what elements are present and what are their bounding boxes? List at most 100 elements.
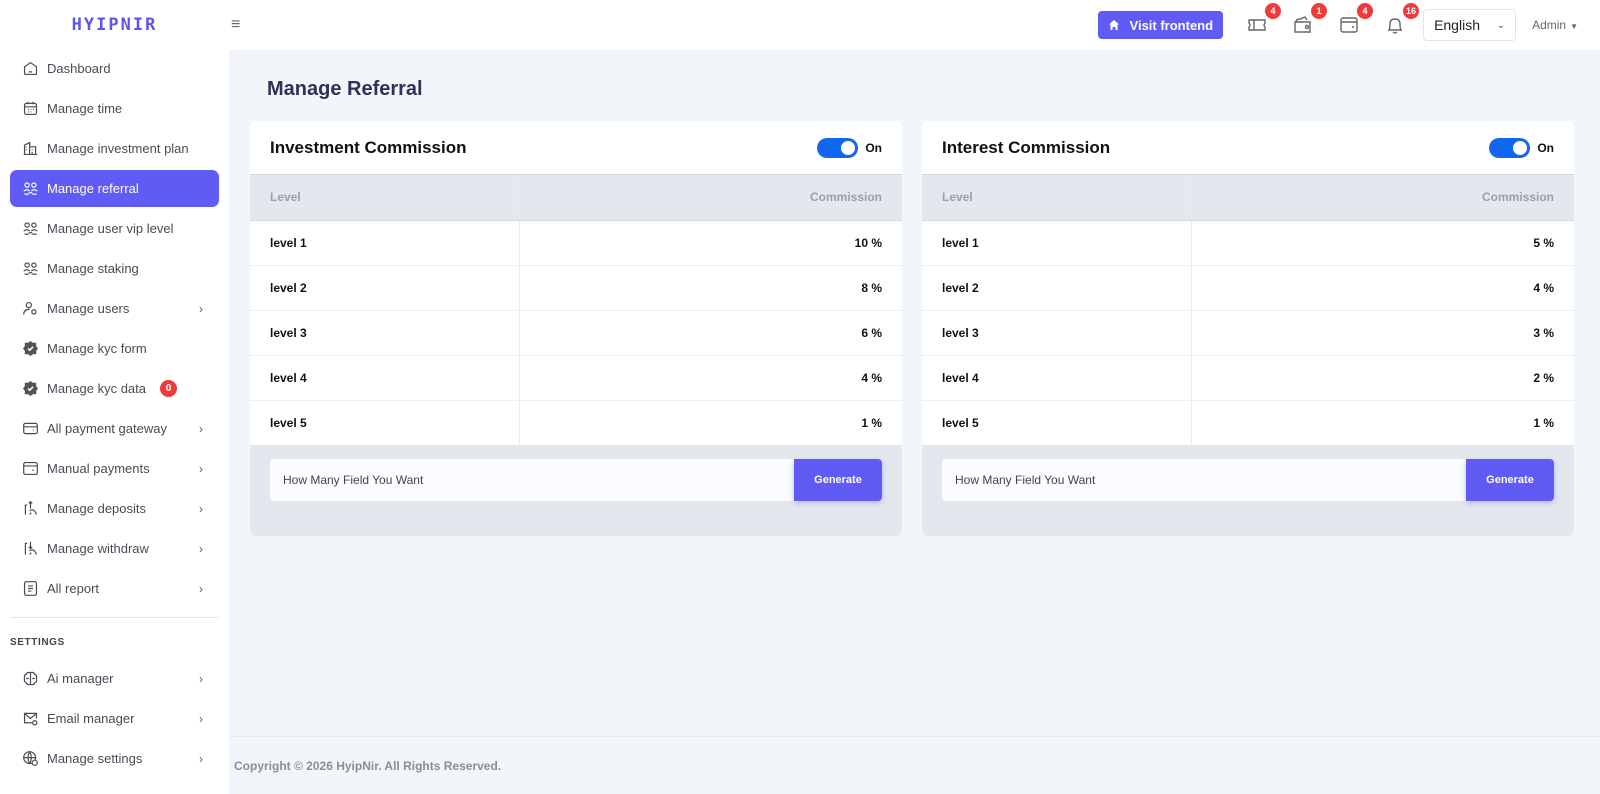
language-value: English bbox=[1434, 17, 1480, 33]
verified-badge-icon bbox=[21, 380, 39, 398]
column-header-commission: Commission bbox=[1190, 175, 1574, 221]
commission-cell: 10 % bbox=[518, 220, 902, 266]
sidebar-nav: Dashboard Manage time Manage investment … bbox=[0, 50, 229, 607]
users-link-icon bbox=[21, 260, 39, 278]
sidebar-item-label: Manage users bbox=[47, 301, 130, 316]
ticket-button[interactable]: 4 bbox=[1245, 3, 1282, 37]
field-count-input[interactable] bbox=[270, 459, 794, 501]
notifications-button[interactable]: 16 bbox=[1383, 3, 1420, 37]
deposit-icon bbox=[21, 500, 39, 518]
brain-icon bbox=[21, 670, 39, 688]
level-cell: level 2 bbox=[250, 265, 519, 311]
investment-commission-toggle[interactable] bbox=[817, 137, 859, 158]
logo[interactable]: HYIPNIR bbox=[71, 15, 158, 35]
settings-globe-icon bbox=[21, 750, 39, 768]
sidebar-item-label: Manage user vip level bbox=[47, 221, 174, 236]
level-cell: level 4 bbox=[922, 355, 1191, 401]
sidebar-item-label: All payment gateway bbox=[47, 421, 167, 436]
chevron-right-icon: › bbox=[199, 301, 203, 316]
sidebar-item-label: Manage kyc data bbox=[47, 381, 147, 396]
commission-cell: 8 % bbox=[518, 265, 902, 311]
settings-section-label: SETTINGS bbox=[10, 637, 65, 648]
hamburger-menu-icon[interactable]: ≡ bbox=[231, 16, 241, 33]
sidebar-item-label: Email manager bbox=[47, 711, 135, 726]
settings-nav: Ai manager › Email manager › Manage sett… bbox=[0, 660, 229, 777]
sidebar-item-label: Manage time bbox=[47, 101, 123, 116]
chevron-right-icon: › bbox=[199, 581, 203, 596]
sidebar-item-label: Manage investment plan bbox=[47, 141, 189, 156]
sidebar-item-kyc-data[interactable]: Manage kyc data 0 bbox=[10, 370, 219, 407]
copyright-text: Copyright © 2026 HyipNir. All Rights Res… bbox=[234, 758, 502, 773]
sidebar-item-user-vip-level[interactable]: Manage user vip level bbox=[10, 210, 219, 247]
level-cell: level 3 bbox=[250, 310, 519, 356]
sidebar-item-label: Manage kyc form bbox=[47, 341, 147, 356]
sidebar-item-investment-plan[interactable]: Manage investment plan bbox=[10, 130, 219, 167]
sidebar-item-manage-withdraw[interactable]: Manage withdraw › bbox=[10, 530, 219, 567]
page-title: Manage Referral bbox=[267, 78, 423, 100]
chevron-down-icon: ⌄ bbox=[1496, 19, 1506, 31]
home-icon bbox=[21, 60, 39, 78]
deposit-count-badge: 1 bbox=[1311, 3, 1328, 19]
level-cell: level 1 bbox=[922, 220, 1191, 266]
sidebar-item-email-manager[interactable]: Email manager › bbox=[10, 700, 219, 737]
deposit-wallet-button[interactable]: 1 bbox=[1291, 3, 1328, 37]
language-select[interactable]: English ⌄ bbox=[1423, 9, 1517, 41]
sidebar-item-label: Ai manager bbox=[47, 671, 114, 686]
field-count-input[interactable] bbox=[942, 459, 1466, 501]
home-icon bbox=[1108, 20, 1119, 30]
user-name: Admin bbox=[1532, 18, 1567, 32]
generate-button[interactable]: Generate bbox=[794, 459, 882, 501]
interest-commission-toggle[interactable] bbox=[1489, 137, 1531, 158]
ticket-icon bbox=[1248, 19, 1266, 31]
withdraw-wallet-button[interactable]: 4 bbox=[1337, 3, 1374, 37]
sidebar-item-manual-payments[interactable]: Manual payments › bbox=[10, 450, 219, 487]
commission-cell: 3 % bbox=[1190, 310, 1574, 356]
generate-field-row: Generate bbox=[270, 459, 882, 501]
users-link-icon bbox=[21, 180, 39, 198]
sidebar-item-label: Manage deposits bbox=[47, 501, 147, 516]
wallet-icon bbox=[21, 460, 39, 478]
caret-down-icon: ▼ bbox=[1570, 22, 1578, 31]
sidebar-item-manage-deposits[interactable]: Manage deposits › bbox=[10, 490, 219, 527]
sidebar-item-manage-staking[interactable]: Manage staking bbox=[10, 250, 219, 287]
header-actions: Visit frontend 4 1 4 16 English ⌄ Admin ▼ bbox=[1097, 0, 1600, 50]
user-menu[interactable]: Admin ▼ bbox=[1532, 18, 1578, 32]
sidebar-item-manage-settings[interactable]: Manage settings › bbox=[10, 740, 219, 777]
ticket-count-badge: 4 bbox=[1265, 3, 1282, 19]
top-header: ≡ Visit frontend 4 1 4 16 English ⌄ Admi… bbox=[229, 0, 1600, 50]
commission-cell: 2 % bbox=[1190, 355, 1574, 401]
column-header-level: Level bbox=[250, 175, 519, 221]
users-link-icon bbox=[21, 220, 39, 238]
chevron-right-icon: › bbox=[199, 421, 203, 436]
sidebar-item-payment-gateway[interactable]: All payment gateway › bbox=[10, 410, 219, 447]
visit-frontend-label: Visit frontend bbox=[1129, 17, 1214, 33]
level-cell: level 5 bbox=[922, 400, 1191, 445]
sidebar-item-all-report[interactable]: All report › bbox=[10, 570, 219, 607]
bell-icon bbox=[1387, 18, 1403, 34]
sidebar-item-label: Manage withdraw bbox=[47, 541, 149, 556]
column-header-commission: Commission bbox=[518, 175, 902, 221]
commission-cell: 4 % bbox=[518, 355, 902, 401]
sidebar-item-manage-referral[interactable]: Manage referral bbox=[10, 170, 219, 207]
sidebar-item-manage-time[interactable]: Manage time bbox=[10, 90, 219, 127]
chevron-right-icon: › bbox=[199, 501, 203, 516]
sidebar-item-kyc-form[interactable]: Manage kyc form bbox=[10, 330, 219, 367]
sidebar-item-dashboard[interactable]: Dashboard bbox=[10, 50, 219, 87]
card-header: Interest Commission On bbox=[922, 121, 1574, 175]
mail-gear-icon bbox=[21, 710, 39, 728]
table-row: level 1 10 % bbox=[250, 220, 902, 266]
sidebar-item-manage-users[interactable]: Manage users › bbox=[10, 290, 219, 327]
visit-frontend-button[interactable]: Visit frontend bbox=[1097, 11, 1224, 39]
level-cell: level 2 bbox=[922, 265, 1191, 311]
withdraw-icon bbox=[21, 540, 39, 558]
generate-button[interactable]: Generate bbox=[1466, 459, 1554, 501]
footer: Copyright © 2026 HyipNir. All Rights Res… bbox=[229, 736, 1600, 794]
table-header-row: Level Commission bbox=[250, 175, 902, 221]
toggle-group: On bbox=[1489, 137, 1554, 158]
table-header-row: Level Commission bbox=[922, 175, 1574, 221]
kyc-count-badge: 0 bbox=[160, 380, 178, 397]
commission-cell: 6 % bbox=[518, 310, 902, 356]
sidebar-item-ai-manager[interactable]: Ai manager › bbox=[10, 660, 219, 697]
